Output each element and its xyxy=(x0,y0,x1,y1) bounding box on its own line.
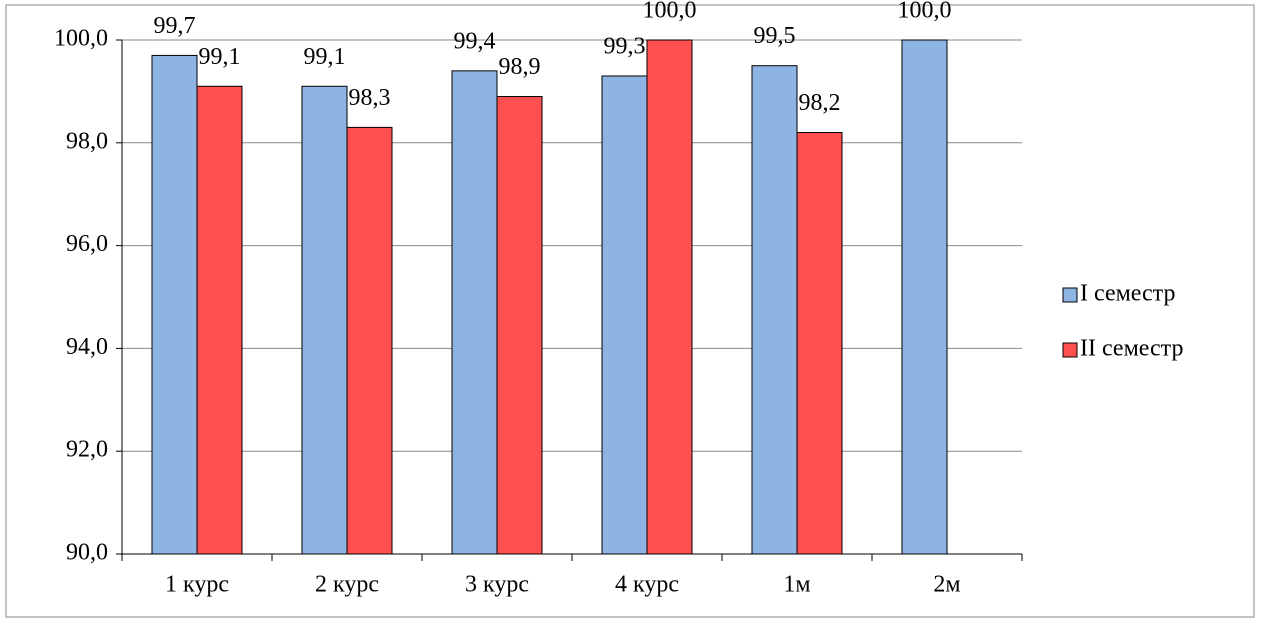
bar xyxy=(196,85,243,555)
legend-label: I семестр xyxy=(1080,281,1175,307)
x-tick-label: 2м xyxy=(933,572,960,598)
bar xyxy=(901,39,948,555)
data-label: 99,5 xyxy=(754,23,796,49)
y-tick-label: 90,0 xyxy=(66,540,108,566)
x-tick-label: 2 курс xyxy=(315,572,379,598)
x-tick-label: 4 курс xyxy=(615,572,679,598)
y-tick-label: 96,0 xyxy=(66,231,108,257)
data-label: 98,9 xyxy=(499,54,541,80)
bar xyxy=(646,39,693,555)
y-tick-label: 100,0 xyxy=(54,26,108,52)
data-label: 99,7 xyxy=(154,13,196,39)
y-tick-label: 94,0 xyxy=(66,334,108,360)
legend-swatch xyxy=(1062,287,1078,303)
bar xyxy=(796,132,843,555)
x-tick-label: 1 курс xyxy=(165,572,229,598)
y-tick-label: 92,0 xyxy=(66,437,108,463)
data-label: 98,3 xyxy=(349,85,391,111)
bar xyxy=(301,85,348,555)
data-label: 99,3 xyxy=(604,33,646,59)
data-label: 99,1 xyxy=(199,44,241,70)
bar xyxy=(451,70,498,555)
legend-label: II семестр xyxy=(1080,336,1183,362)
bar xyxy=(151,54,198,555)
data-label: 100,0 xyxy=(898,0,952,24)
data-label: 99,4 xyxy=(454,28,496,54)
legend-swatch xyxy=(1062,342,1078,358)
bar xyxy=(601,75,648,555)
x-tick-label: 1м xyxy=(783,572,810,598)
y-tick-label: 98,0 xyxy=(66,128,108,154)
data-label: 99,1 xyxy=(304,44,346,70)
bar xyxy=(751,65,798,555)
x-tick-label: 3 курс xyxy=(465,572,529,598)
data-label: 98,2 xyxy=(799,90,841,116)
bar xyxy=(496,96,543,555)
data-label: 100,0 xyxy=(643,0,697,24)
bar xyxy=(346,126,393,555)
